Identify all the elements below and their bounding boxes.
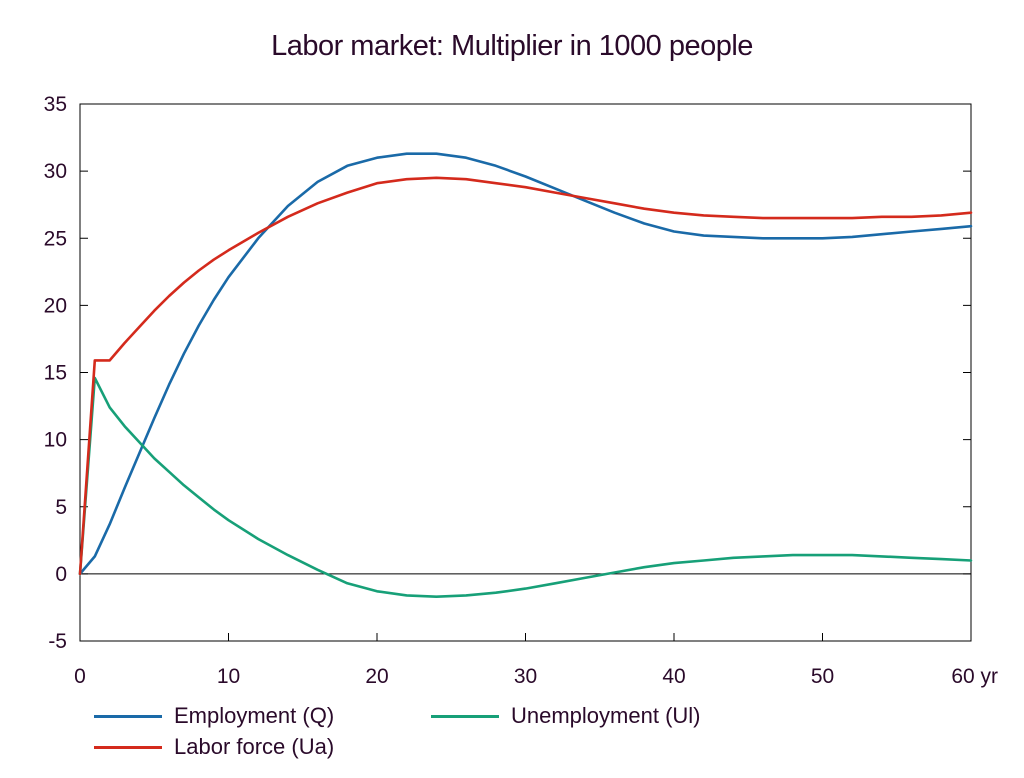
y-tick-label: 20 [44, 294, 67, 317]
x-tick-label: 0 [74, 665, 86, 688]
y-tick-label: 10 [44, 429, 67, 452]
y-tick-label: 0 [55, 563, 67, 586]
x-tick-label: 20 [365, 665, 388, 688]
y-tick-label: 30 [44, 160, 67, 183]
y-tick-label: 25 [44, 227, 67, 250]
x-tick-label: 10 [217, 665, 240, 688]
tick-labels: -5 0 5 10 15 20 25 30 35 0 10 20 30 40 50 60 yr [44, 93, 998, 688]
axes [79, 103, 972, 642]
series-line-employment-q [78, 152, 973, 576]
chart-title: Labor market: Multiplier in 1000 people [271, 30, 753, 62]
plot-frame [79, 103, 972, 642]
y-tick-label: -5 [48, 630, 67, 653]
y-tick-label: 15 [44, 362, 67, 385]
x-tick-label: 30 [514, 665, 537, 688]
x-tick-label: 50 [811, 665, 834, 688]
x-tick-label: 40 [662, 665, 685, 688]
y-tick-label: 5 [55, 496, 67, 519]
y-tick-label: 35 [44, 93, 67, 116]
series-group [78, 152, 973, 598]
series-line-unemployment-ul [78, 376, 973, 598]
x-tick-label: 60 yr [951, 665, 998, 688]
series-line-labor-force-ua [78, 176, 973, 576]
